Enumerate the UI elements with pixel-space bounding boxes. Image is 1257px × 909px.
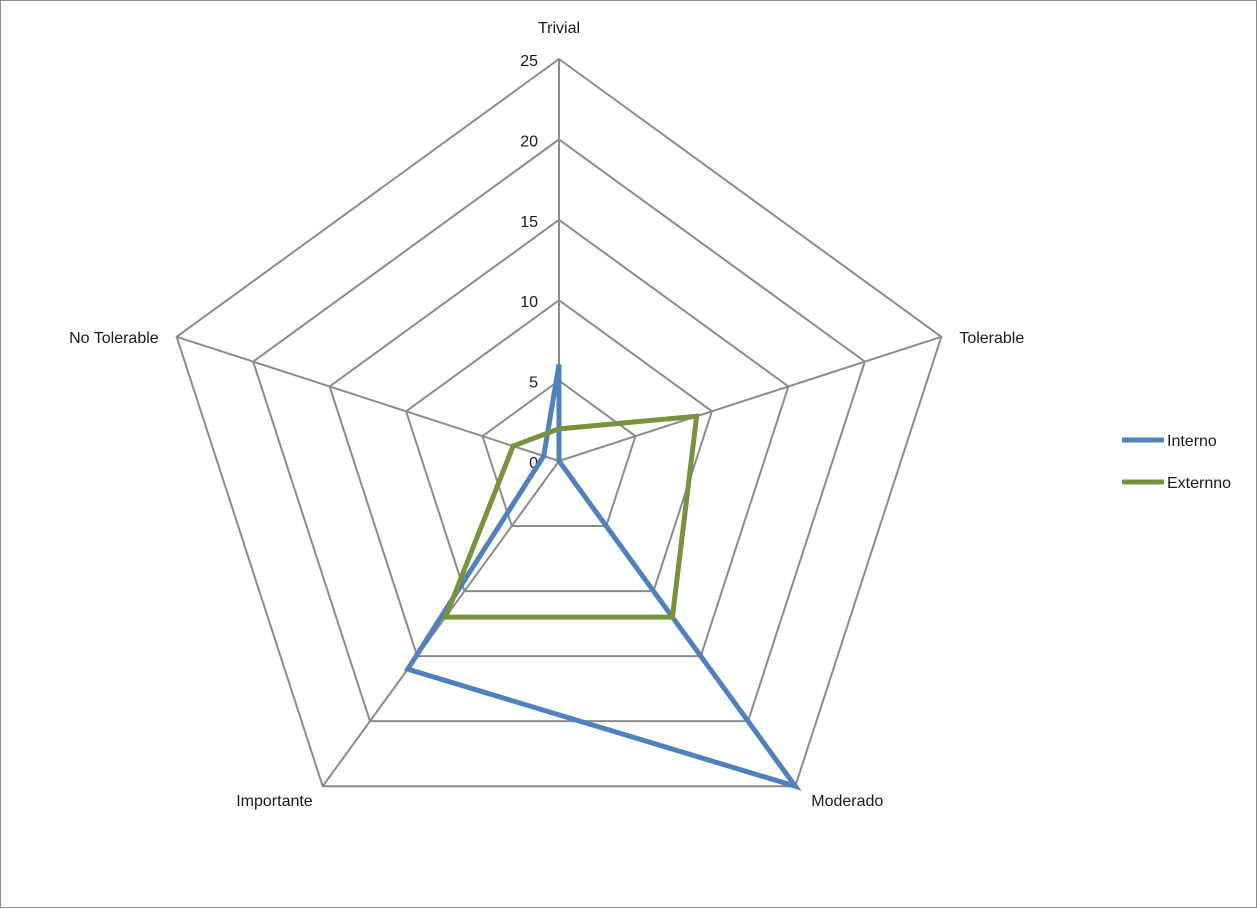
tick-label: 15 (520, 214, 538, 231)
grid-ring (481, 379, 637, 528)
category-labels: Trivial Tolerable Moderado Importante No Tol… (69, 20, 1024, 810)
grid-ring (328, 218, 790, 658)
legend-label: Interno (1167, 433, 1217, 450)
category-label: No Tolerable (69, 330, 159, 347)
tick-label: 10 (520, 294, 538, 311)
series-line (441, 413, 700, 620)
grid-spoke (558, 335, 942, 462)
category-label: Trivial (538, 20, 580, 37)
tick-label: 25 (520, 53, 538, 70)
category-label: Importante (236, 793, 313, 810)
tick-label: 0 (529, 455, 538, 472)
series-line (403, 364, 802, 791)
tick-label: 20 (520, 133, 538, 150)
grid-spoke (176, 335, 560, 462)
legend: Interno Externno (1122, 433, 1231, 492)
series-lines (403, 364, 802, 791)
tick-label: 5 (529, 375, 538, 392)
grid-spoke (321, 460, 560, 787)
radial-tick-labels: 0 5 10 15 20 25 (520, 53, 538, 472)
legend-label: Externno (1167, 475, 1231, 492)
grid-ring (404, 298, 714, 593)
category-label: Moderado (811, 793, 883, 810)
grid-ring (251, 138, 867, 723)
grid-ring (175, 57, 943, 788)
category-label: Tolerable (959, 330, 1024, 347)
